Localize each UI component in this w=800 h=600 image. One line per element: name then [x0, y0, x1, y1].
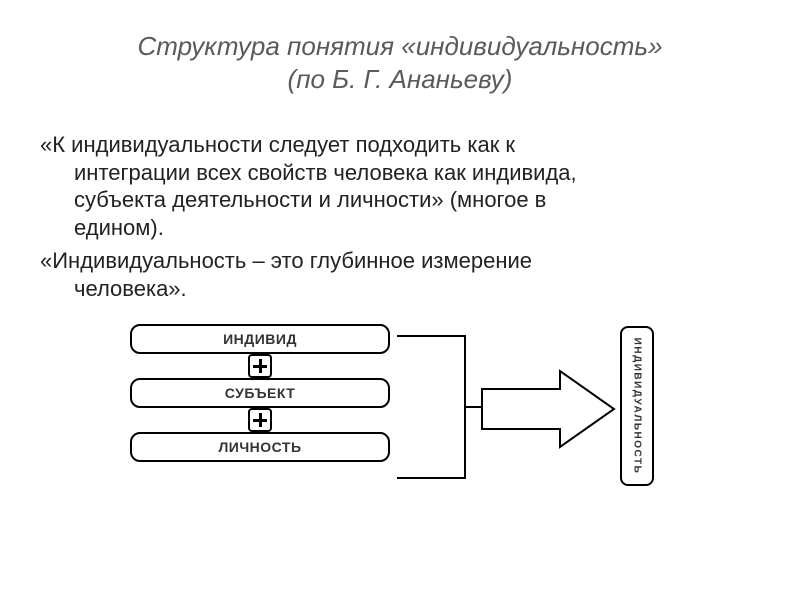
bracket-icon: [395, 328, 485, 488]
plus-icon: [248, 408, 272, 432]
individuality-diagram: ИНДИВИД СУБЪЕКТ ЛИЧНОСТЬ ИНДИВИДУАЛ: [130, 324, 670, 494]
box-individuality: ИНДИВИДУАЛЬНОСТЬ: [620, 326, 654, 486]
p1-line1: «К индивидуальности следует подходить ка…: [40, 132, 515, 157]
plus-icon: [248, 354, 272, 378]
box-personality: ЛИЧНОСТЬ: [130, 432, 390, 462]
diagram-left-column: ИНДИВИД СУБЪЕКТ ЛИЧНОСТЬ: [130, 324, 390, 462]
box-individ: ИНДИВИД: [130, 324, 390, 354]
plus-1-wrap: [130, 354, 390, 378]
paragraph-1: «К индивидуальности следует подходить ка…: [40, 131, 760, 241]
box-individuality-label: ИНДИВИДУАЛЬНОСТЬ: [632, 338, 643, 475]
box-subject: СУБЪЕКТ: [130, 378, 390, 408]
p2-line2: человека».: [40, 275, 760, 303]
p1-line4: едином).: [40, 214, 760, 242]
p1-line2: интеграции всех свойств человека как инд…: [40, 159, 760, 187]
arrow-icon: [480, 369, 620, 449]
slide-title: Структура понятия «индивидуальность» (по…: [40, 30, 760, 95]
box-individ-label: ИНДИВИД: [223, 331, 297, 347]
slide: Структура понятия «индивидуальность» (по…: [0, 0, 800, 600]
paragraph-2: «Индивидуальность – это глубинное измере…: [40, 247, 760, 302]
title-line-2: (по Б. Г. Ананьеву): [288, 64, 513, 94]
plus-2-wrap: [130, 408, 390, 432]
p2-line1: «Индивидуальность – это глубинное измере…: [40, 248, 532, 273]
box-subject-label: СУБЪЕКТ: [225, 385, 296, 401]
box-personality-label: ЛИЧНОСТЬ: [218, 439, 301, 455]
p1-line3: субъекта деятельности и личности» (много…: [40, 186, 760, 214]
title-line-1: Структура понятия «индивидуальность»: [138, 31, 663, 61]
